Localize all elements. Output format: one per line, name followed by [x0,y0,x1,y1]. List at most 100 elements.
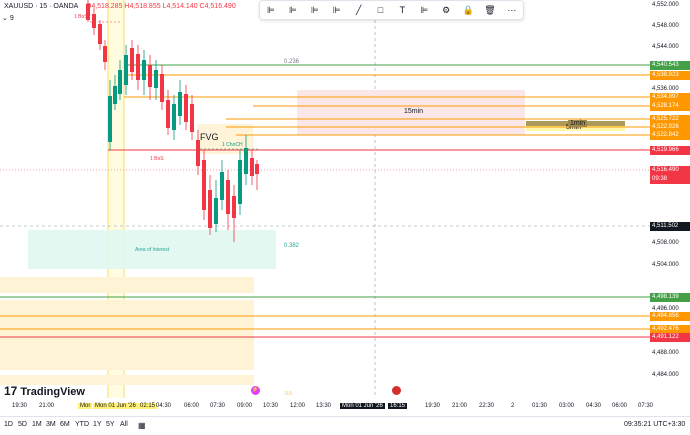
candle [113,86,117,104]
gear-icon[interactable]: ⚙ [442,4,451,15]
candle [196,140,200,166]
price-label: 4,488.000 [652,350,679,356]
time-label: 04:30 [586,403,602,409]
chart-canvas[interactable] [0,0,650,398]
price-axis[interactable]: 4,552.000 4,548.000 4,544.000 4,536.000 … [650,0,690,398]
flag-us-icon[interactable] [392,386,401,395]
more-icon[interactable]: ⋯ [507,4,517,15]
time-label: Mor [78,403,93,409]
time-label: 06:00 [184,403,200,409]
area-of-interest-label: Area of Interest [135,247,170,253]
symbol-name[interactable]: XAUUSD · 15 · OANDA [4,3,78,10]
candle [118,70,122,94]
candle [103,46,107,62]
time-label: 07:30 [210,403,226,409]
lock-icon[interactable]: 🔒 [462,4,474,15]
candle [130,48,134,72]
candle [202,160,206,210]
price-tag: 4,494.856 [650,312,690,321]
time-label: Mon 01 Jun '26 [93,403,138,409]
time-axis[interactable]: 19:30 21:00 Mor Mon 01 Jun '26 02:15 04:… [0,386,654,416]
bos-label-2: 1 BoS [150,156,164,162]
drawing-toolbar: ⊫ ⊫ ⊫ ⊫ ╱ □ T ⊫ ⚙ 🔒 🗑 ⋯ [259,0,524,20]
symbol-header[interactable]: XAUUSD · 15 · OANDA O4,518.285 H4,518.85… [0,3,236,13]
time-label: 09:00 [237,403,253,409]
price-tag: 4,540.543 [650,61,690,70]
pen-icon[interactable]: ╱ [355,4,362,15]
tradingview-logo: 17 TradingView [4,384,85,398]
pin-icon[interactable]: T [399,5,406,15]
crosshair-price-tag: 4,511.502 [650,222,690,231]
candle [250,158,254,176]
choch-label: 1 ChoCH [222,142,243,148]
candle [142,60,146,80]
candle [178,92,182,116]
fib-0382-label: 0.382 [284,243,300,249]
demand-zone-1[interactable] [0,277,254,293]
candle [108,96,112,142]
candle [255,164,259,174]
align-icon[interactable]: ⊫ [267,4,275,15]
price-label: 4,548.000 [652,23,679,29]
range-all[interactable]: All [120,421,128,428]
time-label: 19:30 [12,403,28,409]
bos-label-1: 1 BoS [74,14,88,20]
time-label: 21:00 [452,403,468,409]
candles[interactable] [86,0,259,242]
candle [244,148,248,174]
time-label: 12:00 [290,403,306,409]
price-tag: 4,498.139 [650,293,690,302]
candle [172,104,176,130]
ohlc-values: O4,518.285 H4,518.855 L4,514.140 C4,516.… [85,3,236,10]
bottom-toolbar: 1D 5D 1M 3M 6M YTD 1Y 5Y All ▦ 09:35:21 … [0,416,690,435]
range-1y[interactable]: 1Y [93,421,102,428]
price-tag: 4,519.966 [650,146,690,155]
price-tag: 4,528.174 [650,102,690,111]
candle [238,160,242,204]
price-tag: 4,492.476 [650,325,690,334]
range-3m[interactable]: 3M [46,421,56,428]
tf-5min-label: 5min [566,124,582,131]
clock[interactable]: 09:35:21 UTC+3:30 [624,421,686,428]
range-ytd[interactable]: YTD [75,421,89,428]
calendar-icon[interactable]: ▦ [138,421,146,430]
price-label: 4,544.000 [652,44,679,50]
range-5y[interactable]: 5Y [106,421,115,428]
price-label: 4,504.000 [652,262,679,268]
align-icon-2[interactable]: ⊫ [288,4,297,15]
fvg-label: FVG [200,132,219,142]
logo-text: TradingView [20,386,85,398]
price-label: 4,508.000 [652,240,679,246]
candle [148,65,152,87]
demand-zone-2[interactable] [0,300,254,370]
range-1m[interactable]: 1M [32,421,42,428]
event-icon[interactable]: ⚡ [251,386,260,395]
square-icon[interactable]: □ [377,5,384,15]
align-icon-4[interactable]: ⊫ [332,4,341,15]
range-5d[interactable]: 5D [18,421,27,428]
trash-icon[interactable]: 🗑 [484,4,496,15]
indicator-count[interactable]: ⌄ 9 [2,15,14,22]
time-label: 07:30 [638,403,654,409]
time-label: 01:30 [532,403,548,409]
candle [166,100,170,128]
price-tag: 4,534.897 [650,93,690,102]
align-icon-5[interactable]: ⊫ [420,4,429,15]
time-label: 06:00 [612,403,628,409]
range-6m[interactable]: 6M [60,421,70,428]
demand-zone-3[interactable] [0,375,254,385]
candle [220,172,224,200]
range-1d[interactable]: 1D [4,421,13,428]
price-label: 4,484.000 [652,372,679,378]
time-label: 22:30 [479,403,495,409]
crosshair-time-label: Mon 01 Jun '26 [340,403,385,409]
price-tag: 4,538.923 [650,71,690,80]
price-tag: 4,522.842 [650,131,690,140]
align-icon-3[interactable]: ⊫ [310,4,319,15]
area-of-interest-zone[interactable] [28,230,276,269]
half-label: 0.5 [285,391,292,397]
candle [226,180,230,214]
current-price-tag: 4,516.490 [650,166,690,175]
price-tag: 4,491.122 [650,333,690,342]
